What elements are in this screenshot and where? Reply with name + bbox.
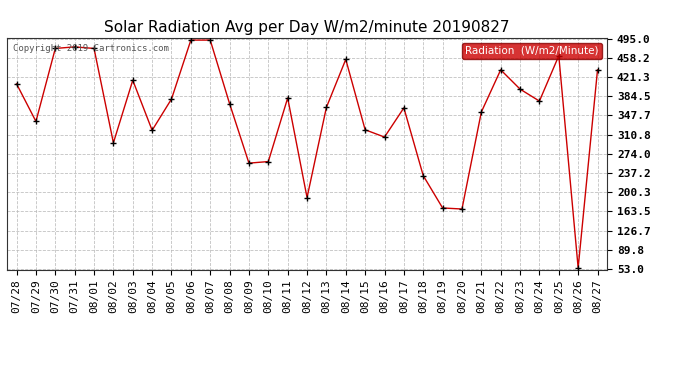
Title: Solar Radiation Avg per Day W/m2/minute 20190827: Solar Radiation Avg per Day W/m2/minute … (104, 20, 510, 35)
Legend: Radiation  (W/m2/Minute): Radiation (W/m2/Minute) (462, 43, 602, 59)
Text: Copyright 2019 Cartronics.com: Copyright 2019 Cartronics.com (13, 45, 169, 54)
